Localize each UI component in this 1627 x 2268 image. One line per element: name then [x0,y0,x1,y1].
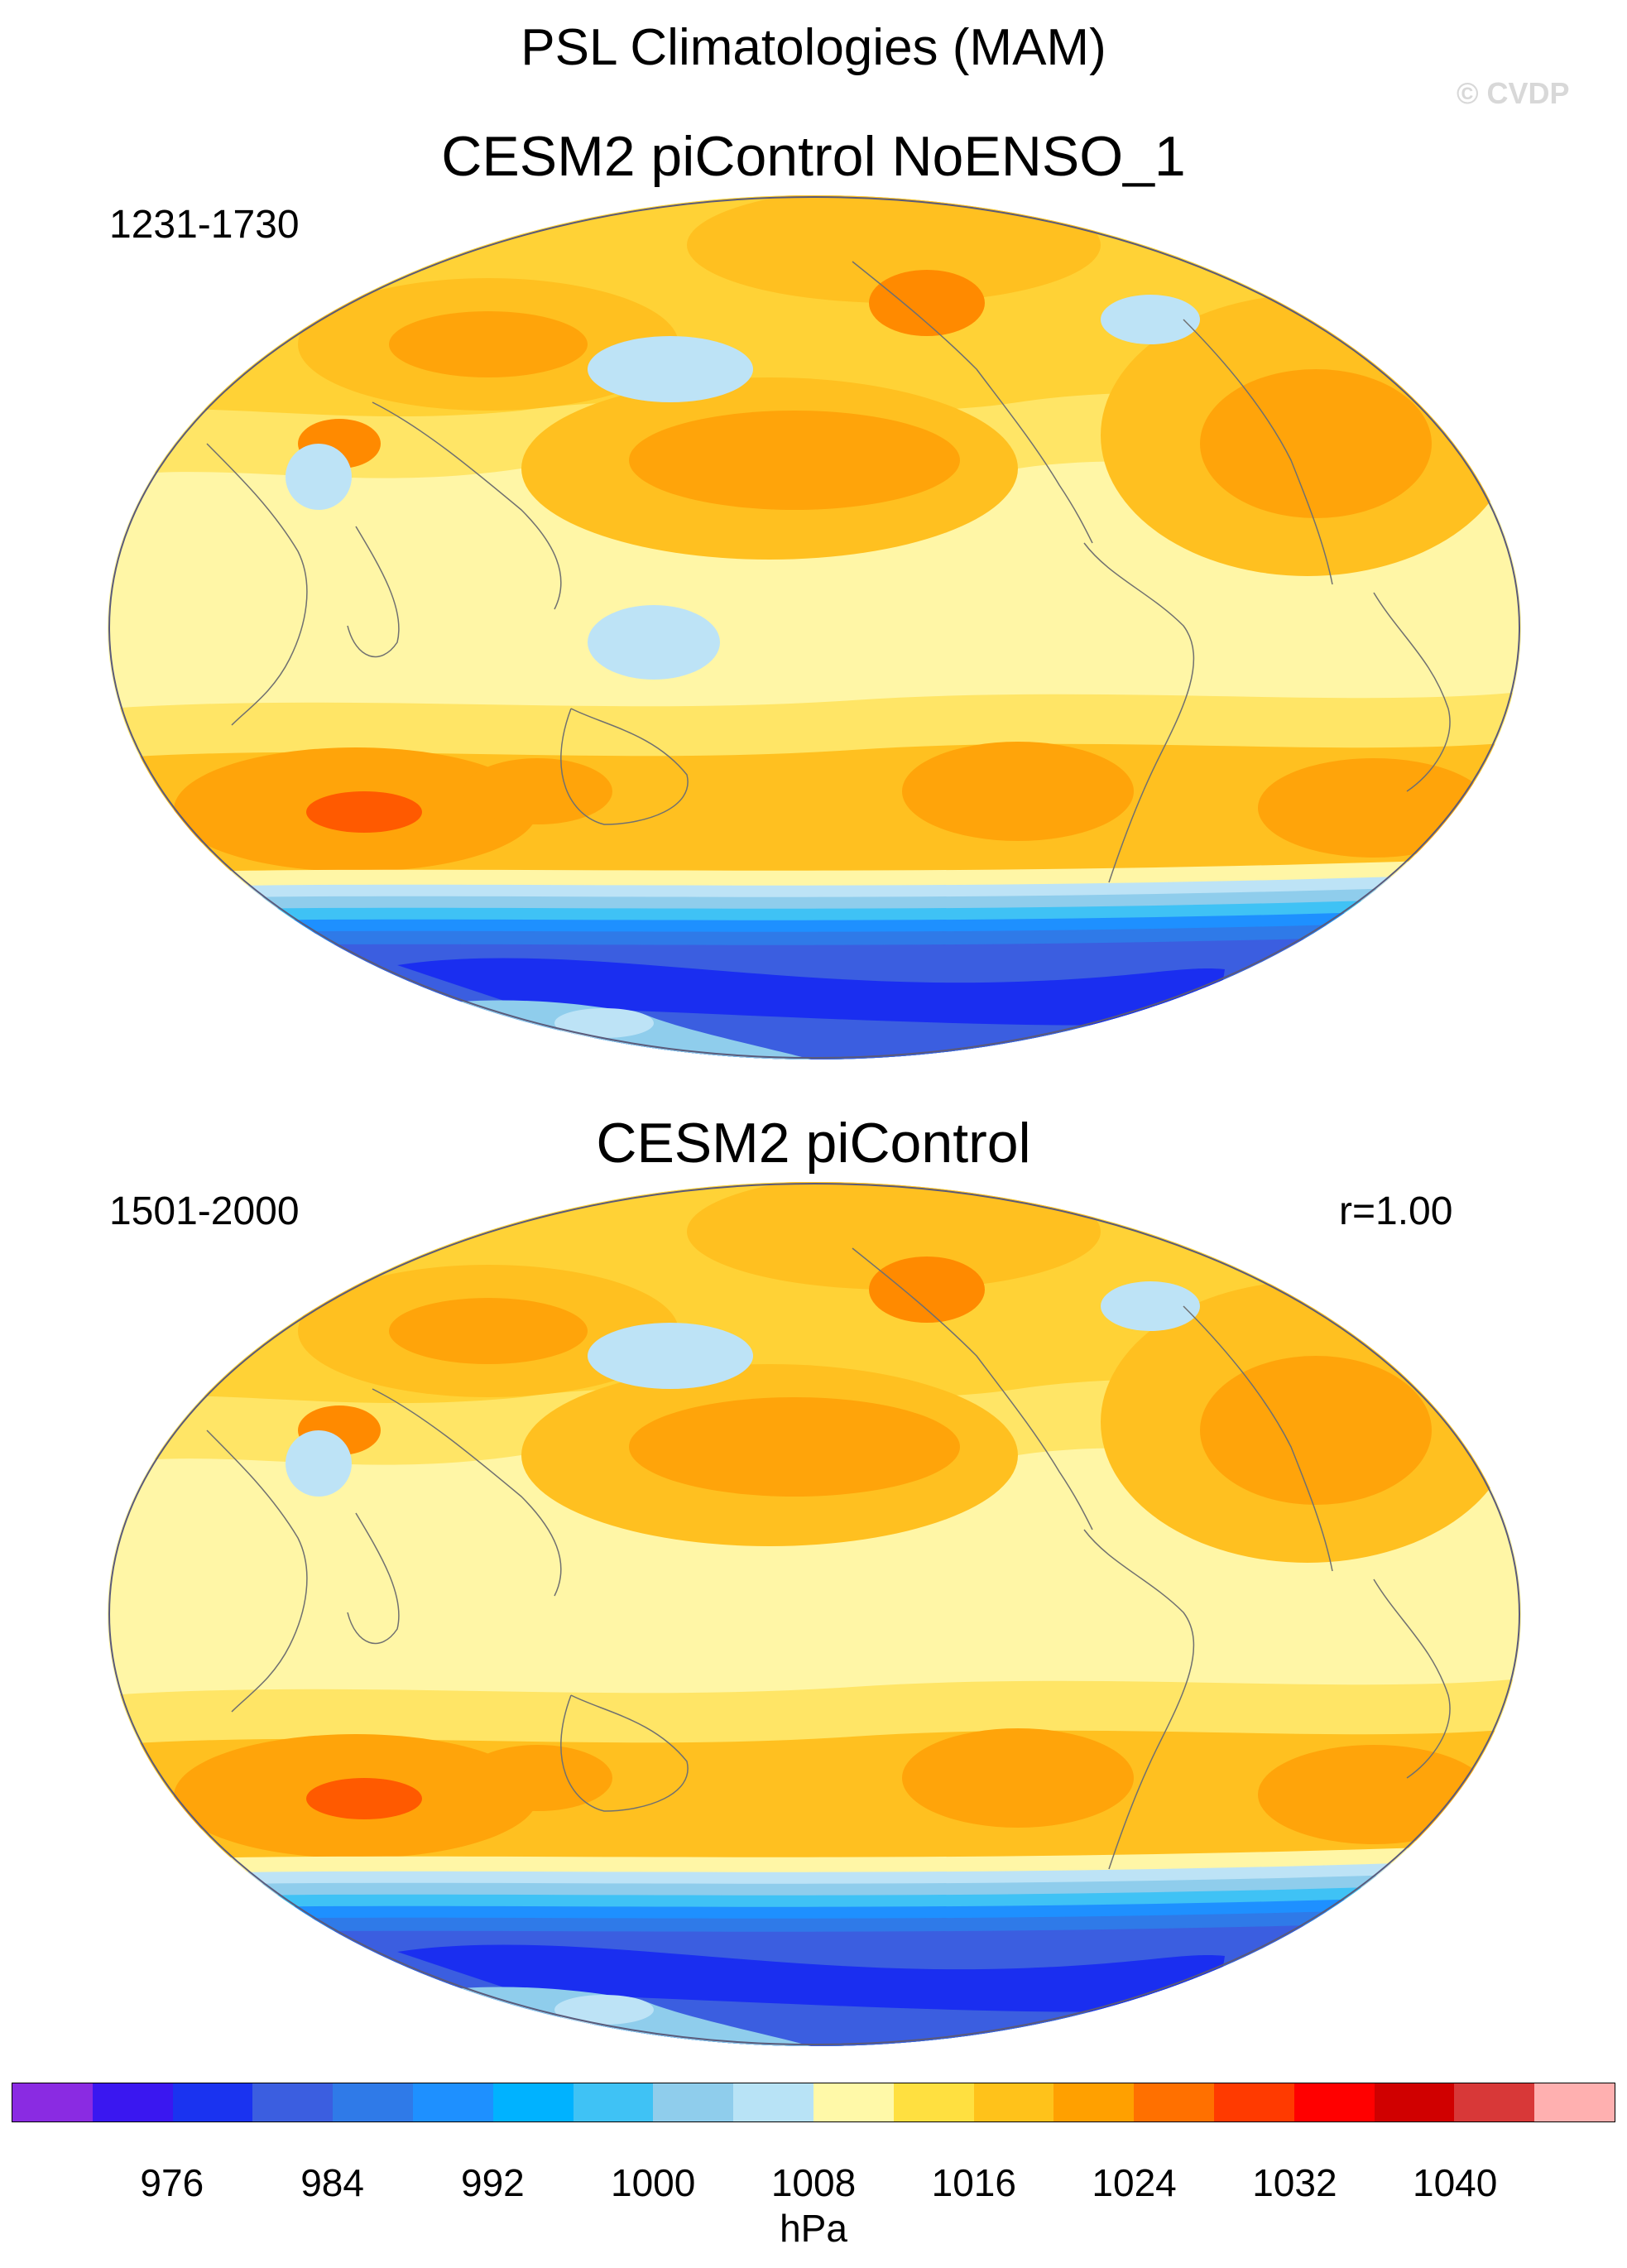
colorbar-tick-label: 1024 [1092,2161,1177,2204]
field-high [629,1397,960,1497]
colorbar-swatch [1134,2083,1214,2121]
field-high [389,311,588,377]
coastline [347,1512,400,1645]
colorbar-swatch [1213,2083,1294,2121]
colorbar-tick-label: 1000 [611,2161,696,2204]
colorbar-tick-label: 1040 [1413,2161,1498,2204]
colorbar-swatch [1053,2083,1135,2121]
field-patch [687,195,1101,303]
coastline [560,1694,689,1812]
psl-contour-field [108,1182,1521,2046]
field-high [902,1728,1134,1828]
field-high [869,270,985,336]
field-high [1200,1356,1432,1505]
coastline [206,1430,308,1713]
panel-2-map [108,1182,1521,2046]
colorbar-swatch [92,2083,173,2121]
colorbar-swatch [733,2083,814,2121]
coastline [372,1388,562,1597]
colorbar-swatch [1534,2083,1615,2121]
field-low [286,1430,352,1497]
colorbar-swatch [412,2083,493,2121]
colorbar-tick-label: 984 [300,2161,364,2204]
coastline [852,261,1093,544]
coastline [1083,1529,1195,1870]
panel-2-years: 1501-2000 [109,1189,300,1233]
psl-contour-field [108,195,1521,1060]
colorbar-swatch [12,2083,93,2121]
field-high [463,1745,612,1811]
coastline [1373,592,1451,792]
coastline [206,443,308,726]
panel-1-map [108,195,1521,1060]
field-high [869,1257,985,1323]
copyright-watermark: © CVDP [1457,76,1570,110]
colorbar-swatch [1293,2083,1375,2121]
field-high [902,742,1134,841]
figure-title: PSL Climatologies (MAM) [521,19,1106,76]
field-low [223,953,356,1002]
colorbar-unit: hPa [780,2207,847,2250]
field-high [1258,758,1490,858]
field-low [1308,1948,1521,2006]
field-low [588,1323,753,1389]
coastline [347,526,400,658]
colorbar-swatch [813,2083,894,2121]
colorbar-swatch [172,2083,253,2121]
map-border [108,196,1520,1059]
colorbar-tick-label: 1032 [1252,2161,1337,2204]
panel-2-title: CESM2 piControl [596,1112,1031,1175]
field-high [1200,369,1432,518]
panel-2-correlation: r=1.00 [1339,1189,1453,1233]
colorbar-tick-label: 992 [461,2161,525,2204]
coastline [852,1247,1093,1530]
colorbar-swatch [492,2083,574,2121]
field-low [286,444,352,510]
field-low [1432,984,1481,1004]
coastline [1183,1305,1333,1572]
colorbar-swatch [973,2083,1054,2121]
colorbar-swatch [252,2083,334,2121]
colorbar-swatch [1374,2083,1455,2121]
field-patch [554,1995,654,2025]
map-border [108,1183,1520,2045]
colorbar [12,2083,1615,2122]
field-high [629,411,960,510]
field-high [306,1778,422,1819]
field-low [1432,1971,1481,1991]
colorbar-swatch [1454,2083,1535,2121]
panel-1-years: 1231-1730 [109,203,300,247]
colorbar-swatch [573,2083,654,2121]
colorbar-tick-label: 976 [140,2161,204,2204]
field-low [1101,1281,1200,1331]
field-high [389,1298,588,1364]
field-high [463,758,612,824]
colorbar-tick-label: 1016 [931,2161,1016,2204]
field-low [1101,295,1200,344]
panel-1-title: CESM2 piControl NoENSO_1 [441,125,1186,188]
field-low [588,336,753,402]
coastline [560,708,689,825]
coastline [1373,1578,1451,1779]
field-low [1308,961,1521,1019]
field-low [588,605,720,680]
field-low [223,1939,356,1989]
field-high [1258,1745,1490,1844]
field-high [306,791,422,833]
coastline [372,401,562,610]
coastline [1183,319,1333,585]
colorbar-swatch [893,2083,974,2121]
colorbar-tick-label: 1008 [770,2161,857,2204]
field-patch [554,1008,654,1038]
colorbar-swatch [653,2083,734,2121]
field-patch [687,1182,1101,1290]
coastline [1083,542,1195,883]
colorbar-swatch [333,2083,413,2121]
